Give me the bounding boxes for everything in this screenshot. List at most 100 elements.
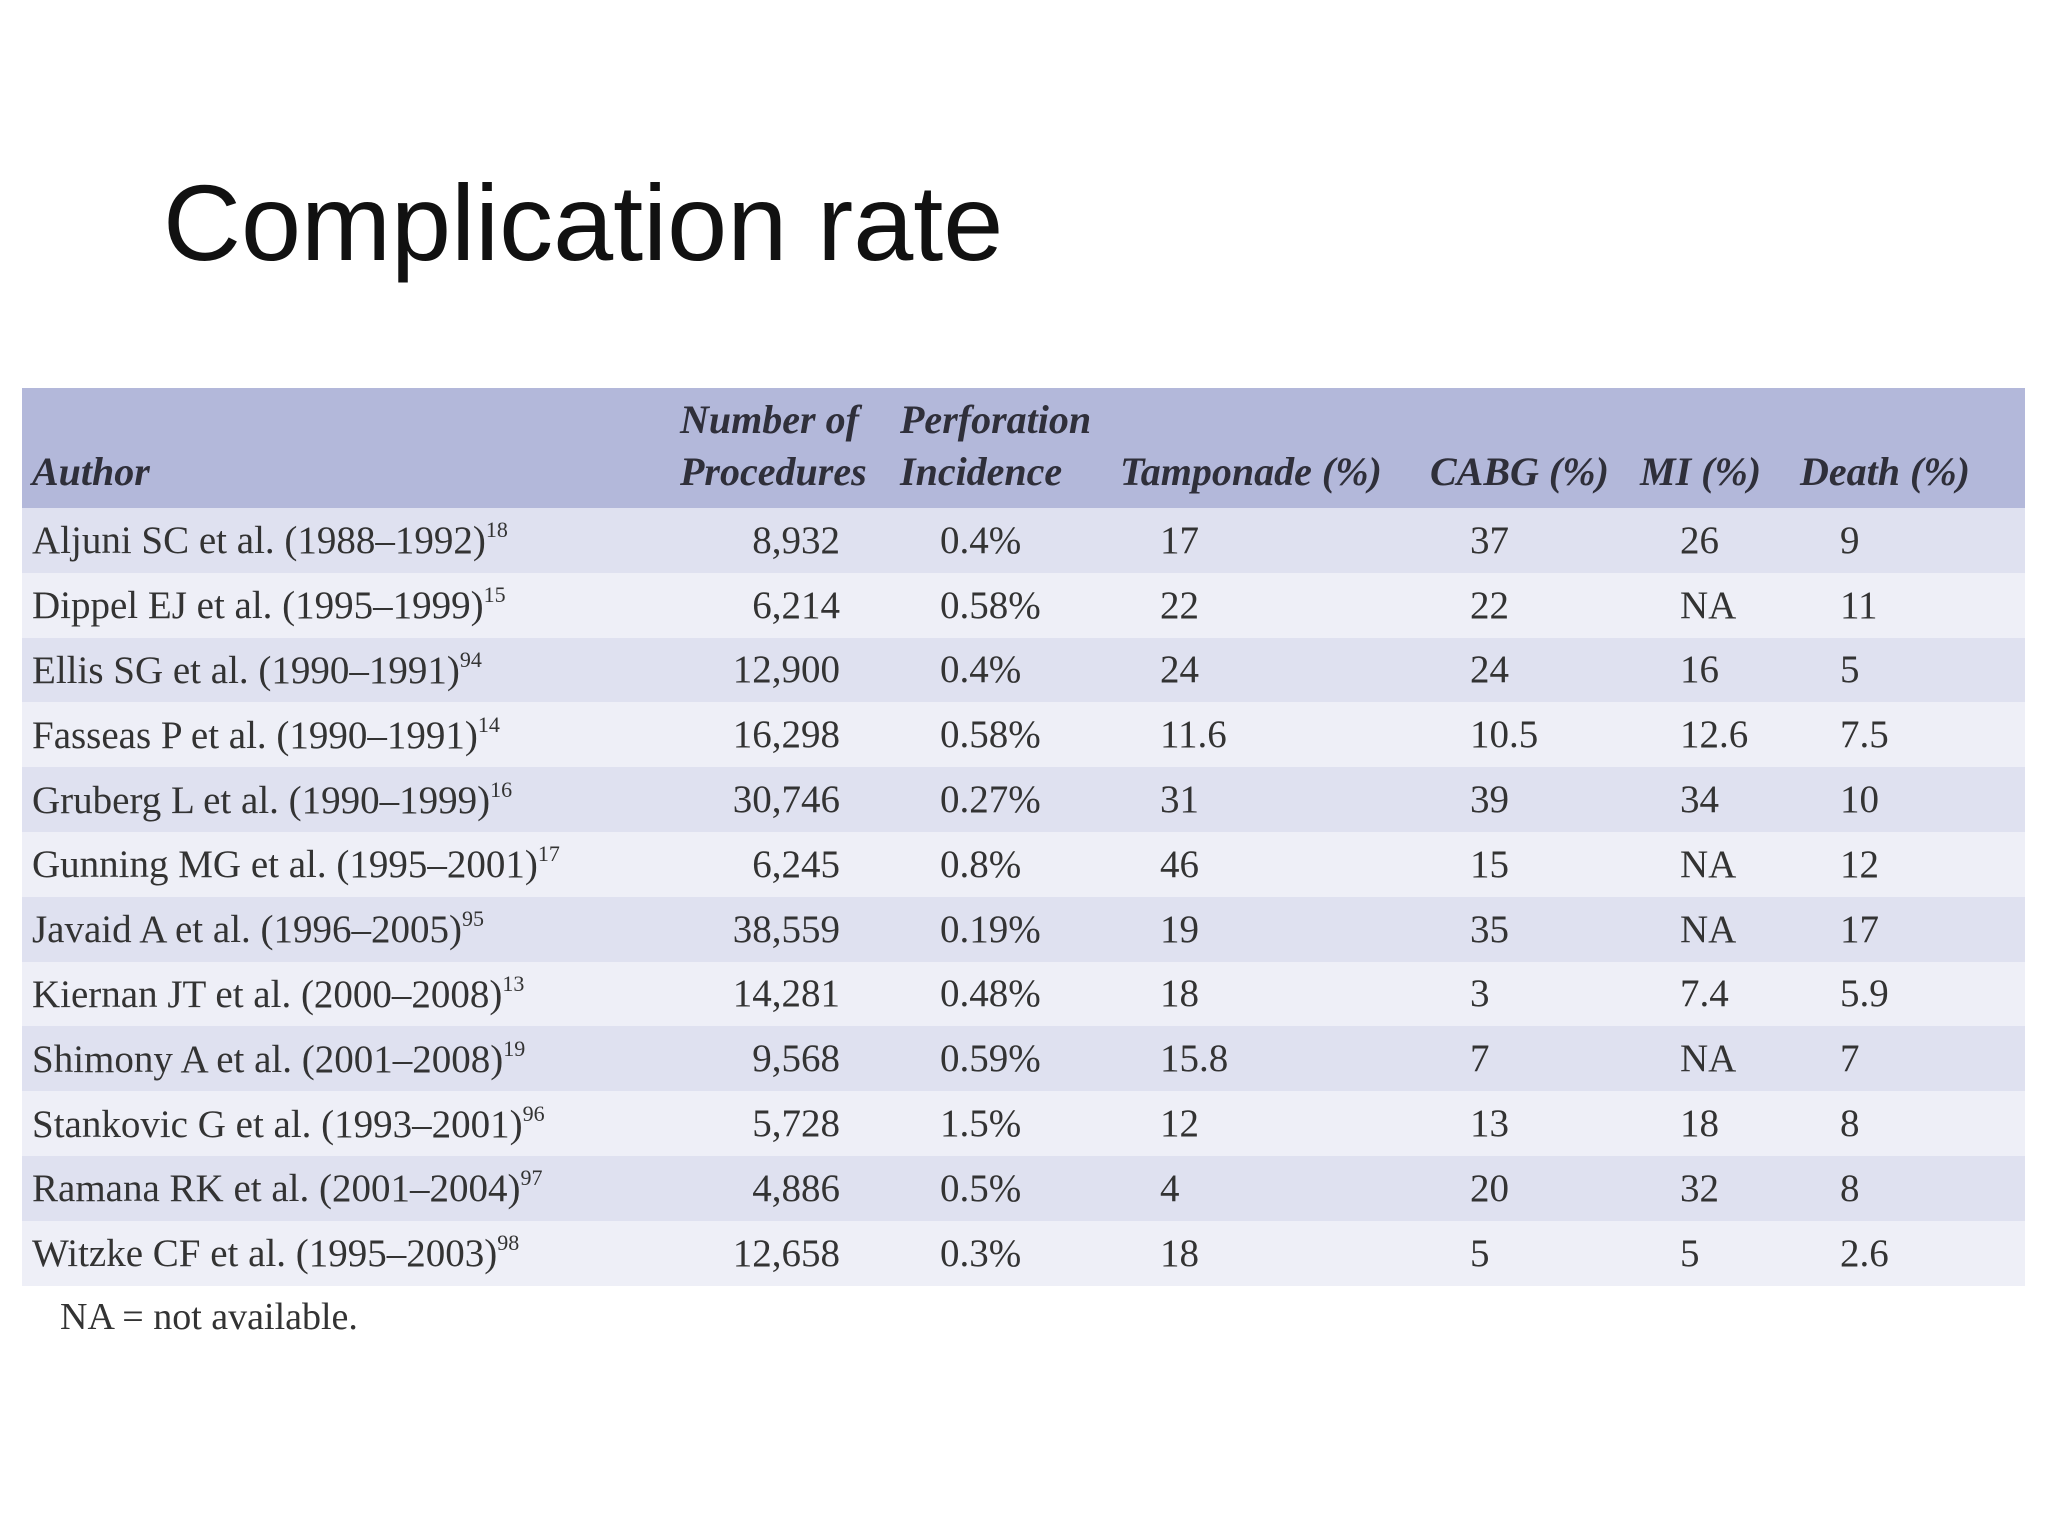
data-cell: NA <box>1630 572 1790 638</box>
data-cell: 20 <box>1420 1155 1630 1221</box>
data-cell: 10.5 <box>1420 702 1630 768</box>
data-cell: 0.59% <box>890 1026 1110 1092</box>
author-cell: Stankovic G et al. (1993–2001)96 <box>22 1091 670 1156</box>
table-row: Shimony A et al. (2001–2008)19 9,568 0.59%… <box>22 1026 2025 1092</box>
author-cell: Ellis SG et al. (1990–1991)94 <box>22 637 670 703</box>
table-row: Witzke CF et al. (1995–2003)98 12,658 0.3%… <box>22 1220 2025 1286</box>
data-cell: 5 <box>1790 637 2025 703</box>
table-header: Author Number of Procedures Perforation In… <box>22 388 2025 508</box>
data-cell: 0.4% <box>890 508 1110 573</box>
author-cell: Gunning MG et al. (1995–2001)17 <box>22 831 670 897</box>
data-cell: 31 <box>1110 767 1420 832</box>
data-cell: 38,559 <box>670 896 890 962</box>
header-cell: Tamponade (%) <box>1110 388 1420 508</box>
data-cell: 11.6 <box>1110 702 1420 768</box>
data-cell: 0.58% <box>890 702 1110 768</box>
data-cell: 34 <box>1630 767 1790 832</box>
data-cell: 0.27% <box>890 767 1110 832</box>
data-cell: 7 <box>1790 1026 2025 1092</box>
reference: 15 <box>483 582 506 608</box>
author-name: Ramana RK et al. (2001–2004) <box>32 1167 521 1211</box>
author-cell: Dippel EJ et al. (1995–1999)15 <box>22 572 670 638</box>
table-row: Gruberg L et al. (1990–1999)16 30,746 0.27… <box>22 767 2025 832</box>
data-cell: 22 <box>1420 572 1630 638</box>
table-body: Aljuni SC et al. (1988–1992)18 8,932 0.4% 1… <box>22 508 2025 1286</box>
header-cell: CABG (%) <box>1420 388 1630 508</box>
author-name: Stankovic G et al. (1993–2001) <box>32 1102 523 1146</box>
reference: 98 <box>497 1230 520 1256</box>
data-cell: 14,281 <box>670 961 890 1027</box>
data-cell: 8,932 <box>670 508 890 573</box>
reference: 96 <box>522 1100 545 1126</box>
data-cell: 6,214 <box>670 572 890 638</box>
data-cell: 8 <box>1790 1091 2025 1156</box>
data-cell: 12,658 <box>670 1220 890 1286</box>
data-cell: 10 <box>1790 767 2025 832</box>
data-cell: 0.8% <box>890 831 1110 897</box>
data-cell: 0.48% <box>890 961 1110 1027</box>
data-cell: 7.4 <box>1630 961 1790 1027</box>
header-cell: Number of Procedures <box>670 388 890 508</box>
table-row: Ellis SG et al. (1990–1991)94 12,900 0.4% 2… <box>22 637 2025 703</box>
data-cell: 12 <box>1110 1091 1420 1156</box>
data-cell: 24 <box>1420 637 1630 703</box>
reference: 19 <box>503 1035 526 1061</box>
table-row: Stankovic G et al. (1993–2001)96 5,728 1.5… <box>22 1091 2025 1156</box>
header-cell: Author <box>22 388 670 508</box>
footnote: NA = not available. <box>60 1296 358 1338</box>
data-cell: 3 <box>1420 961 1630 1027</box>
data-cell: 7.5 <box>1790 702 2025 768</box>
author-name: Kiernan JT et al. (2000–2008) <box>32 972 503 1016</box>
data-cell: 5,728 <box>670 1091 890 1156</box>
data-cell: 13 <box>1420 1091 1630 1156</box>
data-cell: 17 <box>1110 508 1420 573</box>
author-name: Dippel EJ et al. (1995–1999) <box>32 584 484 628</box>
author-name: Fasseas P et al. (1990–1991) <box>32 713 478 757</box>
data-cell: 18 <box>1630 1091 1790 1156</box>
author-cell: Aljuni SC et al. (1988–1992)18 <box>22 508 670 573</box>
data-cell: 35 <box>1420 896 1630 962</box>
data-cell: NA <box>1630 831 1790 897</box>
author-name: Gunning MG et al. (1995–2001) <box>32 843 538 887</box>
header-row: Author Number of Procedures Perforation In… <box>22 388 2025 508</box>
author-cell: Ramana RK et al. (2001–2004)97 <box>22 1155 670 1221</box>
data-cell: 16,298 <box>670 702 890 768</box>
table-row: Fasseas P et al. (1990–1991)14 16,298 0.58… <box>22 702 2025 768</box>
data-cell: 2.6 <box>1790 1220 2025 1286</box>
data-cell: 37 <box>1420 508 1630 573</box>
data-cell: 0.58% <box>890 572 1110 638</box>
author-name: Shimony A et al. (2001–2008) <box>32 1037 504 1081</box>
table-row: Dippel EJ et al. (1995–1999)15 6,214 0.58%… <box>22 572 2025 638</box>
header-cell: Death (%) <box>1790 388 2025 508</box>
data-cell: 22 <box>1110 572 1420 638</box>
slide-title: Complication rate <box>163 162 1004 283</box>
author-cell: Javaid A et al. (1996–2005)95 <box>22 896 670 962</box>
data-cell: 4 <box>1110 1155 1420 1221</box>
data-cell: 6,245 <box>670 831 890 897</box>
reference: 95 <box>462 906 485 932</box>
complication-table: Author Number of Procedures Perforation In… <box>22 388 2025 1286</box>
data-cell: 15.8 <box>1110 1026 1420 1092</box>
data-cell: 39 <box>1420 767 1630 832</box>
author-name: Gruberg L et al. (1990–1999) <box>32 778 491 822</box>
table-row: Aljuni SC et al. (1988–1992)18 8,932 0.4% 1… <box>22 508 2025 573</box>
data-cell: 15 <box>1420 831 1630 897</box>
author-name: Ellis SG et al. (1990–1991) <box>32 648 460 692</box>
author-cell: Kiernan JT et al. (2000–2008)13 <box>22 961 670 1027</box>
table-row: Ramana RK et al. (2001–2004)97 4,886 0.5% 4… <box>22 1155 2025 1221</box>
data-cell: 12,900 <box>670 637 890 703</box>
data-cell: 30,746 <box>670 767 890 832</box>
author-name: Aljuni SC et al. (1988–1992) <box>32 519 486 563</box>
header-cell: Perforation Incidence <box>890 388 1110 508</box>
reference: 94 <box>459 646 482 672</box>
data-cell: 12.6 <box>1630 702 1790 768</box>
data-cell: 19 <box>1110 896 1420 962</box>
data-cell: 7 <box>1420 1026 1630 1092</box>
reference: 16 <box>490 776 513 802</box>
author-cell: Witzke CF et al. (1995–2003)98 <box>22 1220 670 1286</box>
data-cell: 0.4% <box>890 637 1110 703</box>
reference: 17 <box>537 841 560 867</box>
data-cell: 5 <box>1420 1220 1630 1286</box>
reference: 14 <box>477 711 500 737</box>
author-cell: Fasseas P et al. (1990–1991)14 <box>22 702 670 768</box>
